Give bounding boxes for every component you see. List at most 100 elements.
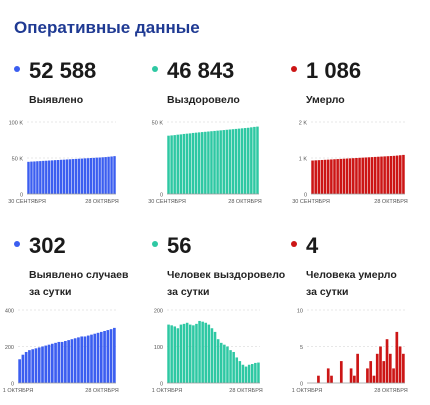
page-title: Оперативные данные (14, 18, 200, 37)
bar (48, 160, 51, 194)
bar (386, 156, 390, 194)
bar (231, 129, 235, 194)
x-tick-label: 28 ОКТЯБРЯ (374, 199, 407, 205)
bar (62, 159, 66, 194)
stat-label-line: Человека умерло (306, 269, 397, 281)
bar (219, 130, 222, 194)
bar (86, 335, 90, 383)
bar (86, 158, 90, 194)
stat-label: Выявлено случаев за сутки (29, 267, 128, 301)
bar (198, 320, 201, 383)
bar (195, 323, 198, 383)
bar (53, 160, 57, 194)
bar (185, 322, 189, 383)
x-tick-label: 1 ОКТЯБРЯ (292, 388, 322, 394)
x-tick-label: 28 ОКТЯБРЯ (228, 199, 261, 205)
stat-label: Выявлено (29, 92, 83, 109)
bar (173, 326, 177, 383)
bar (34, 348, 38, 383)
bar (311, 160, 314, 194)
bar (395, 155, 399, 194)
bar (383, 156, 386, 194)
bar (83, 336, 87, 383)
bar (369, 361, 373, 383)
bar (30, 161, 33, 194)
bar (41, 346, 44, 383)
bar (257, 362, 260, 383)
bar (385, 339, 389, 383)
bar-chart: 0 50 K 100 K 30 СЕНТЯБРЯ 28 ОКТЯБРЯ (8, 121, 119, 206)
stat-label: Умерло (306, 92, 345, 109)
y-tick-label: 0 (304, 193, 307, 199)
bar (37, 347, 41, 383)
x-tick-label: 28 ОКТЯБРЯ (85, 388, 118, 394)
stat-value: 4 (306, 233, 319, 258)
stat-card: 1 086 Умерло (291, 58, 430, 138)
y-tick-label: 100 K (9, 121, 24, 127)
bar (348, 158, 352, 194)
bar (253, 126, 256, 194)
y-tick-label: 2 K (299, 121, 308, 127)
bar (229, 350, 232, 383)
bar (98, 157, 101, 194)
bar (56, 160, 60, 194)
x-tick-label: 1 ОКТЯБРЯ (3, 388, 33, 394)
y-tick-label: 0 (11, 382, 14, 388)
bar (235, 357, 239, 383)
bar (373, 156, 377, 194)
bar (197, 132, 201, 194)
bar (182, 323, 186, 383)
stat-label-line: за сутки (29, 286, 72, 298)
y-tick-label: 0 (160, 382, 163, 388)
bar (339, 158, 343, 194)
x-tick-label: 1 ОКТЯБРЯ (152, 388, 182, 394)
bar (326, 159, 330, 194)
y-tick-label: 400 (5, 309, 14, 315)
bar (109, 329, 113, 383)
bar (103, 330, 106, 383)
x-tick-label: 30 СЕНТЯБРЯ (292, 199, 330, 205)
stat-label-line: Выздоровело (167, 94, 240, 106)
bar (355, 158, 358, 194)
bar (57, 341, 61, 383)
bar (179, 324, 183, 383)
bar (380, 156, 383, 194)
y-tick-label: 50 K (152, 121, 164, 127)
bar (173, 135, 176, 194)
bar (345, 158, 349, 194)
bar (247, 364, 251, 383)
y-tick-label: 0 (20, 193, 23, 199)
bullet-dot-icon (14, 66, 20, 72)
bar (204, 131, 207, 194)
bar (254, 362, 257, 383)
bar (179, 134, 183, 194)
bar (54, 342, 57, 383)
bar (241, 364, 245, 383)
bar (382, 361, 386, 383)
stat-card: 52 588 Выявлено (14, 58, 164, 138)
bar (99, 331, 103, 383)
y-tick-label: 50 K (12, 157, 24, 163)
bar (402, 154, 405, 194)
stat-card: 302 Выявлено случаев за сутки (14, 233, 164, 313)
bullet-dot-icon (291, 241, 297, 247)
bar (89, 158, 92, 194)
bar (237, 128, 241, 194)
y-tick-label: 1 K (299, 157, 308, 163)
bar (392, 155, 396, 194)
y-tick-label: 5 (300, 345, 303, 351)
bar-chart: 0 100 200 1 ОКТЯБРЯ 28 ОКТЯБРЯ (152, 309, 263, 395)
bar (28, 350, 31, 383)
bar (228, 129, 232, 194)
bar (244, 366, 248, 383)
bar (21, 354, 25, 383)
bar (250, 127, 253, 194)
bar (370, 157, 374, 194)
stat-label-line: за сутки (167, 286, 210, 298)
y-tick-label: 200 (5, 345, 14, 351)
x-tick-label: 30 СЕНТЯБРЯ (8, 199, 46, 205)
bar (74, 158, 78, 194)
bullet-dot-icon (14, 241, 20, 247)
bar (201, 321, 204, 383)
bar (80, 336, 84, 383)
